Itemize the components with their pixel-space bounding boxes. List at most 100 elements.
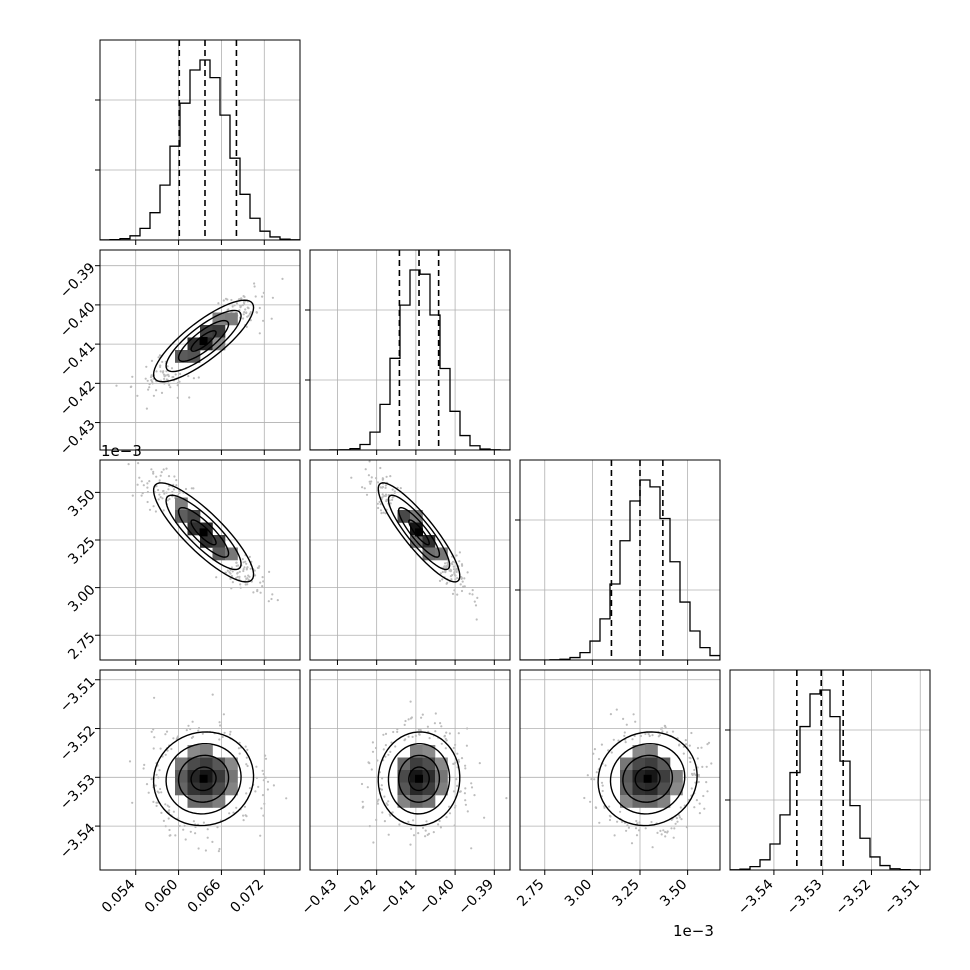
scatter-point <box>159 364 162 367</box>
scatter-point <box>254 574 257 577</box>
x-tick-label: −0.40 <box>416 877 458 919</box>
scatter-point <box>218 738 221 741</box>
scatter-point <box>470 847 473 850</box>
scatter-point <box>183 824 186 828</box>
scatter-point <box>608 818 612 822</box>
scatter-point <box>707 741 711 744</box>
panel-frame <box>99 669 301 871</box>
y-tick-label: 3.00 <box>65 582 98 615</box>
scatter-point <box>257 785 260 789</box>
scatter-point <box>399 487 402 490</box>
scatter-point <box>698 802 701 805</box>
scatter-point <box>454 761 457 764</box>
scatter-point <box>150 468 153 471</box>
scatter-point <box>146 490 149 494</box>
scatter-point <box>158 479 161 482</box>
scatter-point <box>604 764 607 767</box>
scatter-point <box>371 741 374 744</box>
scatter-point <box>700 746 703 749</box>
scatter-point <box>246 315 249 318</box>
scatter-point <box>187 375 190 378</box>
x-tick-label: 0.060 <box>142 877 182 917</box>
panel-frame <box>99 249 301 451</box>
scatter-point <box>216 826 219 829</box>
scatter-point <box>162 370 165 373</box>
scatter-point <box>381 477 384 480</box>
scatter-point <box>175 484 178 487</box>
scatter-point <box>457 732 460 735</box>
scatter-point <box>136 483 139 486</box>
contour-1 <box>177 506 230 558</box>
scatter-point <box>175 479 178 482</box>
scatter-point <box>678 814 681 817</box>
scatter-point <box>174 373 177 376</box>
scatter-point <box>433 722 436 725</box>
scatter-point <box>243 311 246 314</box>
scatter-point <box>242 300 245 304</box>
scatter-point <box>349 433 351 435</box>
scatter-point <box>261 295 264 298</box>
scatter-point <box>147 388 150 391</box>
scatter-point <box>409 717 412 720</box>
scatter-point <box>379 466 382 470</box>
scatter-point <box>150 359 154 362</box>
scatter-point <box>146 482 149 485</box>
scatter-point <box>242 814 245 817</box>
scatter-point <box>612 738 615 741</box>
scatter-point <box>455 554 458 557</box>
scatter-point <box>131 375 134 378</box>
scatter-point <box>457 758 460 762</box>
scatter-point <box>164 374 167 377</box>
scatter-point <box>452 746 455 750</box>
scatter-point <box>458 560 461 563</box>
scatter-point <box>206 836 209 839</box>
scatter-point <box>470 786 474 789</box>
scatter-point <box>609 713 613 716</box>
scatter-point <box>664 830 667 834</box>
density-cell <box>225 312 238 326</box>
scatter-point <box>163 377 166 380</box>
scatter-point <box>285 797 288 800</box>
scatter-point <box>384 484 387 487</box>
scatter-point <box>688 744 691 747</box>
scatter-point <box>162 373 166 376</box>
scatter-point <box>459 583 462 586</box>
scatter-point <box>206 828 209 831</box>
scatter-point <box>194 832 197 835</box>
density-cell <box>645 745 658 758</box>
scatter-point <box>466 810 469 813</box>
scatter-point <box>445 816 448 819</box>
scatter-point <box>172 737 175 740</box>
scatter-point <box>623 731 626 734</box>
scatter-point <box>237 298 240 301</box>
scatter-point <box>229 730 232 733</box>
density-cell <box>397 782 411 796</box>
scatter-point <box>245 756 248 759</box>
scatter-point <box>259 834 262 837</box>
mode-marker <box>415 774 424 783</box>
scatter-point <box>153 736 156 739</box>
scatter-point <box>173 475 176 478</box>
scatter-point <box>368 456 370 458</box>
panel-frame <box>99 39 301 241</box>
scatter-point <box>463 585 466 588</box>
scatter-point <box>391 498 394 501</box>
scatter-point <box>586 774 589 777</box>
scatter-point <box>706 790 709 793</box>
scatter-point <box>187 724 190 727</box>
scatter-point <box>682 752 685 755</box>
scatter-point <box>189 830 192 833</box>
scatter-point <box>242 568 245 571</box>
density-cell <box>620 795 633 808</box>
scatter-point <box>155 485 158 488</box>
scatter-point <box>666 831 669 834</box>
y-tick-label: −3.53 <box>57 772 99 814</box>
scatter-point <box>678 743 681 746</box>
scatter-point <box>229 577 232 581</box>
scatter-point <box>625 723 628 726</box>
scatter-point <box>589 800 592 803</box>
scatter-point <box>142 767 145 770</box>
scatter-point <box>222 299 225 302</box>
scatter-point <box>439 826 442 829</box>
scatter-point <box>675 817 679 820</box>
